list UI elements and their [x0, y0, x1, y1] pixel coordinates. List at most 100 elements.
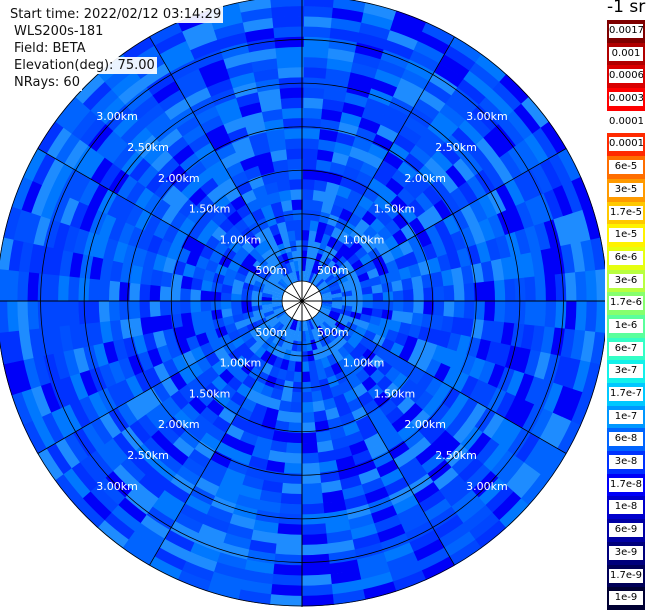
range-gate-cell: [297, 260, 303, 271]
range-gate-cell: [220, 300, 232, 310]
range-gate-cell: [286, 432, 302, 444]
range-gate-cell: [302, 97, 325, 110]
range-gate-cell: [458, 181, 480, 206]
range-gate-cell: [53, 220, 71, 251]
range-gate-cell: [195, 105, 221, 126]
range-gate-cell: [79, 252, 94, 279]
range-gate-cell: [397, 457, 422, 479]
colorbar-cell: 1e-5: [607, 224, 645, 247]
range-gate-cell: [280, 199, 294, 212]
range-gate-cell: [456, 247, 472, 269]
range-gate-cell: [186, 361, 204, 379]
range-gate-cell: [134, 370, 153, 393]
range-gate-cell: [182, 323, 196, 339]
range-gate-cell: [585, 270, 598, 304]
range-gate-cell: [337, 243, 351, 257]
range-gate-cell: [212, 168, 232, 186]
range-gate-cell: [449, 351, 467, 373]
colorbar-cell: 3e-6: [607, 269, 645, 293]
range-gate-cell: [200, 289, 212, 301]
range-gate-cell: [523, 349, 541, 379]
range-gate-cell: [480, 260, 495, 284]
azimuth-spoke: [301, 300, 455, 566]
range-gate-cell: [136, 413, 159, 438]
range-gate-cell: [350, 282, 362, 291]
range-gate-cell: [482, 444, 508, 473]
colorbar-tick-label: 0.0006: [609, 69, 643, 84]
range-gate-cell: [130, 481, 159, 507]
colorbar-tick-label: 1.7e-7: [609, 387, 643, 401]
range-gate-cell: [389, 20, 424, 42]
range-gate-cell: [373, 193, 392, 212]
range-gate-cell: [171, 436, 195, 458]
range-gate-cell: [231, 503, 258, 521]
range-gate-cell: [553, 216, 572, 248]
range-gate-cell: [150, 268, 164, 287]
range-gate-cell: [552, 185, 574, 219]
range-gate-cell: [331, 324, 344, 336]
range-gate-cell: [178, 428, 201, 450]
range-gate-cell: [301, 412, 315, 424]
range-gate-cell: [200, 279, 213, 292]
range-gate-cell: [331, 304, 343, 310]
range-gate-cell: [172, 408, 194, 430]
range-gate-cell: [329, 263, 341, 275]
range-gate-cell: [406, 384, 426, 404]
range-gate-cell: [293, 260, 300, 272]
azimuth-spoke: [301, 36, 455, 302]
range-gate-cell: [239, 155, 260, 172]
range-gate-cell: [422, 185, 443, 207]
range-gate-cell: [235, 179, 254, 196]
range-gate-cell: [157, 451, 183, 474]
range-gate-cell: [265, 353, 278, 367]
colorbar-tick-label: 1.7e-9: [609, 568, 643, 583]
range-gate-cell: [398, 124, 423, 146]
range-gate-cell: [401, 68, 431, 91]
range-gate-cell: [325, 259, 337, 272]
range-gate-cell: [493, 301, 506, 324]
range-gate-cell: [336, 184, 353, 200]
range-gate-cell: [11, 174, 34, 210]
range-gate-cell: [357, 562, 391, 581]
range-gate-cell: [371, 284, 384, 295]
range-gate-cell: [323, 88, 348, 103]
range-gate-cell: [270, 149, 289, 162]
range-gate-cell: [253, 435, 273, 451]
range-gate-cell: [357, 468, 381, 486]
range-gate-cell: [272, 356, 284, 369]
range-gate-cell: [128, 299, 141, 320]
range-gate-cell: [72, 143, 98, 174]
range-gate-cell: [287, 158, 303, 170]
range-gate-cell: [407, 234, 424, 253]
range-gate-cell: [302, 270, 306, 282]
range-gate-cell: [206, 185, 226, 203]
range-gate-cell: [515, 139, 541, 171]
range-gate-cell: [127, 353, 145, 376]
range-gate-cell: [40, 187, 62, 220]
range-gate-cell: [326, 235, 339, 249]
range-gate-cell: [290, 391, 302, 403]
range-gate-cell: [321, 301, 333, 305]
range-gate-cell: [312, 410, 328, 423]
range-gate-cell: [147, 555, 183, 580]
range-gate-cell: [125, 203, 145, 227]
colorbar-cell: 1.7e-7: [607, 383, 645, 406]
colorbar-cell: 0.0001: [607, 133, 645, 157]
range-gate-cell: [433, 362, 451, 384]
range-gate-cell: [339, 330, 352, 343]
range-gate-cell: [361, 307, 373, 317]
range-gate-cell: [144, 466, 171, 491]
range-gate-cell: [63, 223, 81, 253]
range-gate-cell: [519, 474, 550, 507]
range-gate-cell: [252, 330, 265, 342]
range-gate-cell: [310, 251, 319, 263]
range-gate-cell: [445, 95, 474, 121]
colorbar-tick-label: 3e-8: [609, 455, 643, 470]
range-gate-cell: [412, 301, 425, 315]
range-gate-cell: [73, 496, 105, 528]
range-gate-cell: [363, 486, 389, 505]
range-gate-cell: [392, 212, 410, 231]
range-gate-cell: [309, 380, 322, 393]
range-gate-cell: [275, 310, 286, 319]
range-gate-cell: [390, 414, 411, 434]
